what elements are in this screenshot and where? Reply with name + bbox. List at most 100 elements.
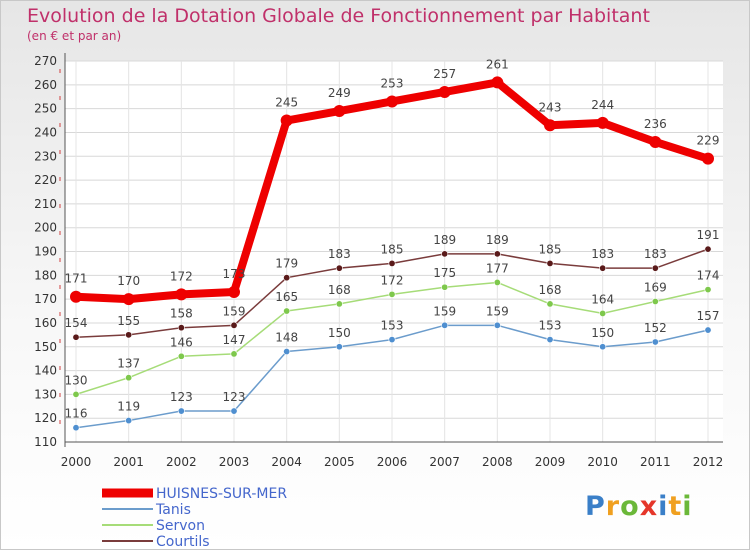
data-label-servon: 174 xyxy=(697,269,720,283)
point-huisnes-sur-mer xyxy=(596,116,609,129)
point-tanis xyxy=(546,336,554,344)
data-label-huisnes-sur-mer: 249 xyxy=(328,86,351,100)
data-label-tanis: 123 xyxy=(170,390,193,404)
data-label-courtils: 159 xyxy=(223,304,246,318)
point-courtils xyxy=(388,259,396,267)
point-tanis xyxy=(441,321,449,329)
x-tick-label: 2002 xyxy=(166,455,197,469)
point-courtils xyxy=(283,274,291,282)
data-label-servon: 168 xyxy=(328,283,351,297)
brand-letter: o xyxy=(620,491,640,522)
point-huisnes-sur-mer xyxy=(702,152,714,165)
data-label-huisnes-sur-mer: 257 xyxy=(433,67,456,81)
point-servon xyxy=(546,300,554,308)
point-tanis xyxy=(177,407,185,415)
data-label-tanis: 153 xyxy=(539,319,562,333)
point-servon xyxy=(283,307,291,315)
data-label-courtils: 155 xyxy=(117,314,140,328)
x-tick-label: 2010 xyxy=(587,455,618,469)
point-tanis xyxy=(283,348,291,356)
data-label-tanis: 150 xyxy=(591,326,614,340)
data-label-tanis: 153 xyxy=(381,319,404,333)
data-label-huisnes-sur-mer: 171 xyxy=(65,272,88,286)
data-label-courtils: 185 xyxy=(381,242,404,256)
y-tick-label: 140 xyxy=(34,364,57,378)
chart-title: Evolution de la Dotation Globale de Fonc… xyxy=(27,5,650,27)
y-tick-label: 110 xyxy=(34,435,57,449)
label-layer: 116 119 123 123 148 150 153 159 159 153 150 152 157 1… xyxy=(65,57,720,420)
legend-label-tanis: Tanis xyxy=(155,502,191,518)
data-label-tanis: 116 xyxy=(65,407,88,421)
brand-letter: i xyxy=(682,491,693,522)
series-layer xyxy=(70,76,714,432)
point-courtils xyxy=(72,333,80,341)
point-servon xyxy=(704,286,712,294)
point-tanis xyxy=(704,326,712,334)
data-label-tanis: 148 xyxy=(275,331,298,345)
point-huisnes-sur-mer xyxy=(70,290,82,303)
point-huisnes-sur-mer xyxy=(228,285,240,298)
data-label-courtils: 189 xyxy=(433,233,456,247)
point-servon xyxy=(441,283,449,291)
point-servon xyxy=(177,352,185,360)
data-label-servon: 146 xyxy=(170,335,193,349)
data-label-tanis: 159 xyxy=(433,304,456,318)
point-courtils xyxy=(493,250,501,258)
point-tanis xyxy=(125,417,133,425)
point-huisnes-sur-mer xyxy=(544,119,556,132)
x-tick-label: 2011 xyxy=(640,455,671,469)
point-huisnes-sur-mer xyxy=(386,95,398,108)
axis-layer: 110 120 130 140 150 160 170 180 190 200 210 220 230 2… xyxy=(34,53,723,469)
data-label-servon: 147 xyxy=(223,333,246,347)
point-courtils xyxy=(230,321,238,329)
data-label-courtils: 185 xyxy=(539,242,562,256)
data-label-servon: 177 xyxy=(486,261,509,275)
point-courtils xyxy=(335,264,343,272)
brand-letter: i xyxy=(658,491,669,522)
data-label-servon: 172 xyxy=(381,273,404,287)
point-courtils xyxy=(441,250,449,258)
point-courtils xyxy=(177,324,185,332)
point-servon xyxy=(599,309,607,317)
data-label-tanis: 150 xyxy=(328,326,351,340)
point-servon xyxy=(651,298,659,306)
y-tick-label: 210 xyxy=(34,197,57,211)
point-huisnes-sur-mer xyxy=(175,288,188,301)
data-label-servon: 175 xyxy=(433,266,456,280)
y-tick-label: 230 xyxy=(34,149,57,163)
data-label-huisnes-sur-mer: 170 xyxy=(117,274,140,288)
y-tick-label: 120 xyxy=(34,411,57,425)
x-tick-label: 2004 xyxy=(271,455,302,469)
data-label-huisnes-sur-mer: 236 xyxy=(644,117,667,131)
point-tanis xyxy=(335,343,343,351)
y-tick-label: 160 xyxy=(34,316,57,330)
data-label-courtils: 179 xyxy=(275,257,298,271)
y-tick-label: 240 xyxy=(34,125,57,139)
data-label-courtils: 183 xyxy=(644,247,667,261)
x-tick-label: 2009 xyxy=(535,455,566,469)
point-servon xyxy=(72,390,80,398)
legend-label-servon: Servon xyxy=(156,518,205,534)
x-tick-label: 2005 xyxy=(324,455,355,469)
point-servon xyxy=(230,350,238,358)
data-label-huisnes-sur-mer: 243 xyxy=(539,100,562,114)
point-servon xyxy=(125,374,133,382)
data-label-tanis: 152 xyxy=(644,321,667,335)
x-tick-label: 2006 xyxy=(377,455,408,469)
point-servon xyxy=(388,290,396,298)
data-label-courtils: 183 xyxy=(591,247,614,261)
data-label-huisnes-sur-mer: 261 xyxy=(486,57,509,71)
brand-letter: r xyxy=(605,491,621,522)
y-tick-label: 270 xyxy=(34,54,57,68)
data-label-courtils: 191 xyxy=(697,228,720,242)
y-tick-label: 180 xyxy=(34,268,57,282)
point-tanis xyxy=(651,338,659,346)
legend-label-huisnes-sur-mer: HUISNES-SUR-MER xyxy=(156,486,287,502)
data-label-huisnes-sur-mer: 244 xyxy=(591,98,614,112)
point-huisnes-sur-mer xyxy=(438,85,451,98)
y-tick-label: 200 xyxy=(34,221,57,235)
point-huisnes-sur-mer xyxy=(280,114,293,127)
